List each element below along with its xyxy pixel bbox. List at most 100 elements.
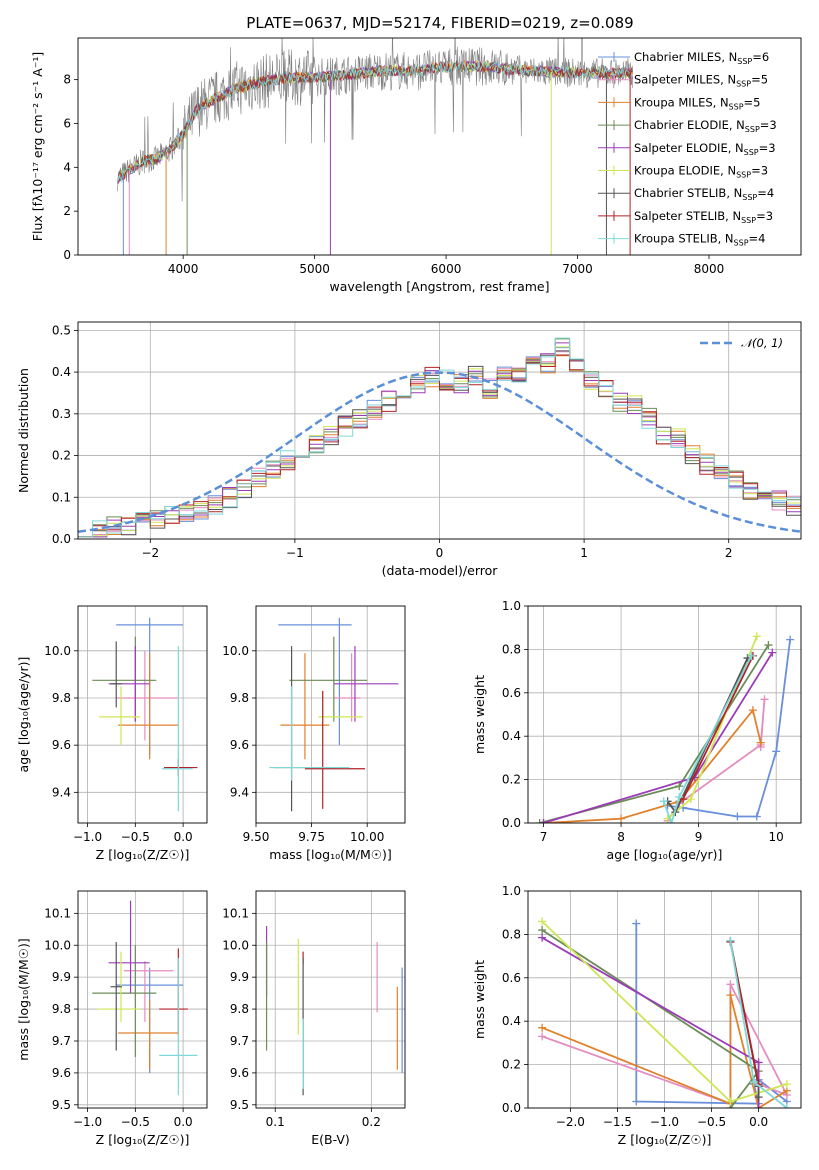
residuals-ytick-label: 0.3: [52, 407, 71, 421]
normal-curve: [78, 371, 801, 533]
massweight-vs-age-frame: [527, 605, 802, 824]
massweight-vs-age-xtick-label: 10: [769, 830, 784, 844]
age-vs-mass-frame: [255, 605, 406, 824]
mass-vs-EBV-ytick-label: 10.0: [222, 938, 249, 952]
mass-vs-EBV-xlabel: E(B-V): [311, 1132, 350, 1147]
spectrum-title: PLATE=0637, MJD=52174, FIBERID=0219, z=0…: [246, 14, 633, 32]
line-kroupa-elodie-marker: [686, 795, 695, 804]
age-vs-mass-xtick-label: 10.00: [350, 830, 384, 844]
legend-label: 𝒩(0, 1): [741, 336, 783, 350]
residuals-ytick-label: 0.2: [52, 449, 71, 463]
massweight-vs-Z-frame: [527, 890, 802, 1109]
line-kroupa-stelib-marker: [726, 936, 735, 945]
line-kroupa-elodie-marker: [538, 917, 547, 926]
legend-label: Salpeter STELIB, NSSP=3: [634, 209, 773, 225]
massweight-vs-age-axes: 7 8 9 10 0.0 0.2 0.4 0.6 0.8 1.0 age [log₁₀(age/yr…: [472, 599, 802, 862]
legend-label: Kroupa ELODIE, NSSP=3: [634, 164, 768, 180]
massweight-vs-age-ytick-label: 0.2: [502, 773, 521, 787]
legend-label-value: =6: [752, 50, 769, 64]
residuals-ytick-label: 0.1: [52, 490, 71, 504]
massweight-vs-age-ytick-label: 0.4: [502, 729, 521, 743]
age-vs-mass-xtick-label: 9.75: [298, 830, 325, 844]
massweight-vs-age-xtick-label: 8: [617, 830, 625, 844]
legend-label-value: =3: [756, 209, 773, 223]
line-kroupa-miles: [543, 708, 762, 823]
line-kroupa-elodie: [667, 636, 758, 820]
line-salpeter-elodie-marker: [754, 1058, 763, 1067]
histogram-salpeter-stelib: [78, 354, 801, 538]
histogram-salpeter-miles: [78, 351, 801, 538]
line-chabrier-miles-marker: [733, 812, 742, 821]
age-vs-mass-xlabel: mass [log₁₀(M/M☉)]: [269, 847, 391, 862]
residuals-xtick-label: −1: [286, 546, 304, 560]
age-vs-Z-frame: [77, 605, 208, 824]
massweight-vs-Z-xlabel: Z [log₁₀(Z/Z☉)]: [618, 1132, 712, 1147]
legend-label-main: Kroupa STELIB, N: [634, 232, 734, 246]
legend-label: Chabrier STELIB, NSSP=4: [634, 186, 774, 202]
massweight-vs-Z-ytick-label: 0.4: [502, 1014, 521, 1028]
legend-label-value: =5: [744, 95, 761, 109]
line-kroupa-stelib-marker: [782, 1104, 791, 1108]
line-kroupa-stelib-marker: [747, 651, 756, 660]
line-kroupa-elodie-marker: [782, 1080, 791, 1089]
massweight-vs-age-xtick-label: 9: [695, 830, 703, 844]
spectrum-xtick-label: 8000: [694, 262, 725, 276]
massweight-vs-age-ytick-label: 1.0: [502, 599, 521, 613]
mass-vs-EBV-ytick-label: 9.5: [230, 1098, 249, 1112]
mass-vs-Z-frame: [77, 890, 208, 1109]
line-chabrier-elodie-marker: [538, 926, 547, 935]
massweight-vs-Z-ytick-label: 0.2: [502, 1058, 521, 1072]
residuals-plot-area: [78, 337, 801, 538]
age-vs-mass-xtick-label: 9.50: [243, 830, 270, 844]
massweight-vs-Z-xtick-label: −1.5: [603, 1115, 632, 1129]
legend-label-sub: SSP: [745, 125, 760, 134]
line-salpeter-elodie-marker: [539, 819, 548, 823]
line-kroupa-stelib-marker: [659, 797, 668, 806]
residuals-ylabel: Normed distribution: [16, 368, 31, 493]
massweight-vs-Z-ylabel: mass weight: [472, 960, 487, 1039]
legend-label-main: Chabrier MILES, N: [634, 50, 737, 64]
line-salpeter-elodie: [541, 936, 760, 1108]
legend-label-main: Kroupa ELODIE, N: [634, 164, 736, 178]
massweight-vs-age-xtick-label: 7: [540, 830, 548, 844]
spectrum-model-kroupa-stelib: [116, 61, 634, 184]
spectrum-frame: [77, 37, 802, 256]
age-vs-mass-axes: 9.50 9.75 10.00 9.4 9.6 9.8 10.0 mass [log₁₀(M/…: [222, 605, 406, 862]
residuals-xlabel: (data-model)/error: [382, 563, 499, 578]
massweight-vs-age-ytick-label: 0.8: [502, 642, 521, 656]
line-kroupa-miles-marker: [617, 814, 626, 823]
line-salpeter-stelib: [682, 655, 754, 800]
massweight-vs-age-xlabel: age [log₁₀(age/yr)]: [607, 847, 723, 862]
mass-vs-EBV-ytick-label: 9.8: [230, 1002, 249, 1016]
line-chabrier-miles-marker: [786, 635, 795, 644]
massweight-vs-Z-xtick-label: 0.0: [749, 1115, 768, 1129]
line-kroupa-miles-marker: [726, 991, 735, 1000]
spectrum-model-kroupa-elodie: [116, 60, 633, 184]
legend-label-main: Salpeter ELODIE, N: [634, 141, 744, 155]
line-chabrier-elodie-marker: [764, 641, 773, 650]
line-kroupa-elodie-marker: [726, 1097, 735, 1106]
line-kroupa-miles-marker: [748, 706, 757, 715]
age-vs-Z-xtick-label: −0.5: [121, 830, 150, 844]
age-vs-mass-ytick-label: 9.4: [230, 785, 249, 799]
legend-label-sub: SSP: [736, 171, 751, 180]
legend-label-sub: SSP: [729, 102, 744, 111]
line-chabrier-elodie-marker: [675, 782, 684, 791]
mass-vs-Z-ylabel: mass [log₁₀(M/M☉)]: [16, 938, 31, 1060]
mass-vs-Z-ytick-label: 9.5: [52, 1098, 71, 1112]
mass-vs-EBV-ytick-label: 9.6: [230, 1066, 249, 1080]
line-kroupa-stelib: [662, 655, 753, 823]
mass-vs-EBV-frame: [255, 890, 406, 1109]
line-chabrier-elodie-marker: [535, 819, 544, 823]
spectrum-model-salpeter-stelib: [116, 61, 633, 184]
mass-vs-EBV-xtick-label: 0.2: [362, 1115, 381, 1129]
mass-vs-Z-axes: −1.0 −0.5 0.0 9.5 9.6 9.7 9.8 9.9 10.0 10.1 Z [log…: [16, 890, 208, 1147]
legend-label-sub: SSP: [734, 239, 749, 248]
mass-vs-EBV-ytick-label: 10.1: [222, 906, 249, 920]
spectrum-axes: 4000 5000 6000 7000 8000 0 2 4 6 8 wavelength [Ang…: [30, 37, 802, 294]
legend-label: Chabrier MILES, NSSP=6: [634, 50, 769, 66]
line-kroupa-stelib-marker: [667, 819, 676, 823]
line-salpeter-miles: [666, 699, 766, 822]
massweight-vs-Z-ytick-label: 1.0: [502, 884, 521, 898]
